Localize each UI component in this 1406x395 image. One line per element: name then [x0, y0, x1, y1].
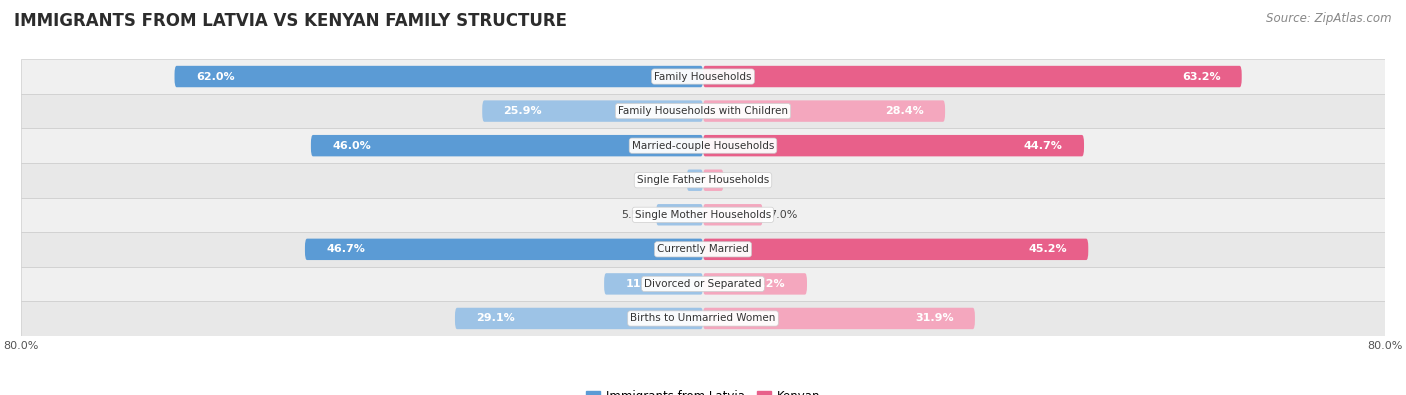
Text: Family Households with Children: Family Households with Children — [619, 106, 787, 116]
Text: 63.2%: 63.2% — [1182, 71, 1220, 81]
FancyBboxPatch shape — [703, 100, 945, 122]
FancyBboxPatch shape — [482, 100, 703, 122]
Text: 46.7%: 46.7% — [326, 245, 366, 254]
FancyBboxPatch shape — [605, 273, 703, 295]
Bar — [21, 94, 1385, 128]
Text: 28.4%: 28.4% — [884, 106, 924, 116]
Bar — [21, 198, 1385, 232]
Text: Single Father Households: Single Father Households — [637, 175, 769, 185]
Text: Single Mother Households: Single Mother Households — [636, 210, 770, 220]
FancyBboxPatch shape — [703, 135, 1084, 156]
FancyBboxPatch shape — [686, 169, 703, 191]
FancyBboxPatch shape — [311, 135, 703, 156]
FancyBboxPatch shape — [703, 66, 1241, 87]
FancyBboxPatch shape — [703, 169, 724, 191]
Bar — [21, 301, 1385, 336]
Legend: Immigrants from Latvia, Kenyan: Immigrants from Latvia, Kenyan — [581, 385, 825, 395]
Text: Married-couple Households: Married-couple Households — [631, 141, 775, 150]
FancyBboxPatch shape — [703, 273, 807, 295]
FancyBboxPatch shape — [657, 204, 703, 226]
Text: Source: ZipAtlas.com: Source: ZipAtlas.com — [1267, 12, 1392, 25]
FancyBboxPatch shape — [456, 308, 703, 329]
FancyBboxPatch shape — [703, 239, 1088, 260]
Text: 2.4%: 2.4% — [730, 175, 759, 185]
FancyBboxPatch shape — [703, 308, 974, 329]
Text: 11.6%: 11.6% — [626, 279, 664, 289]
Bar — [21, 163, 1385, 198]
Text: Currently Married: Currently Married — [657, 245, 749, 254]
Bar — [21, 59, 1385, 94]
Text: 25.9%: 25.9% — [503, 106, 543, 116]
Text: 45.2%: 45.2% — [1028, 245, 1067, 254]
Text: 7.0%: 7.0% — [769, 210, 797, 220]
Text: Divorced or Separated: Divorced or Separated — [644, 279, 762, 289]
Bar — [21, 232, 1385, 267]
Text: 12.2%: 12.2% — [747, 279, 786, 289]
Text: IMMIGRANTS FROM LATVIA VS KENYAN FAMILY STRUCTURE: IMMIGRANTS FROM LATVIA VS KENYAN FAMILY … — [14, 12, 567, 30]
FancyBboxPatch shape — [703, 204, 762, 226]
Text: 46.0%: 46.0% — [332, 141, 371, 150]
FancyBboxPatch shape — [174, 66, 703, 87]
Text: 62.0%: 62.0% — [195, 71, 235, 81]
Text: 5.5%: 5.5% — [621, 210, 650, 220]
FancyBboxPatch shape — [305, 239, 703, 260]
Bar — [21, 128, 1385, 163]
Text: 29.1%: 29.1% — [477, 314, 515, 324]
Text: 31.9%: 31.9% — [915, 314, 953, 324]
Text: Births to Unmarried Women: Births to Unmarried Women — [630, 314, 776, 324]
Text: Family Households: Family Households — [654, 71, 752, 81]
Bar — [21, 267, 1385, 301]
Text: 1.9%: 1.9% — [651, 175, 681, 185]
Text: 44.7%: 44.7% — [1024, 141, 1063, 150]
